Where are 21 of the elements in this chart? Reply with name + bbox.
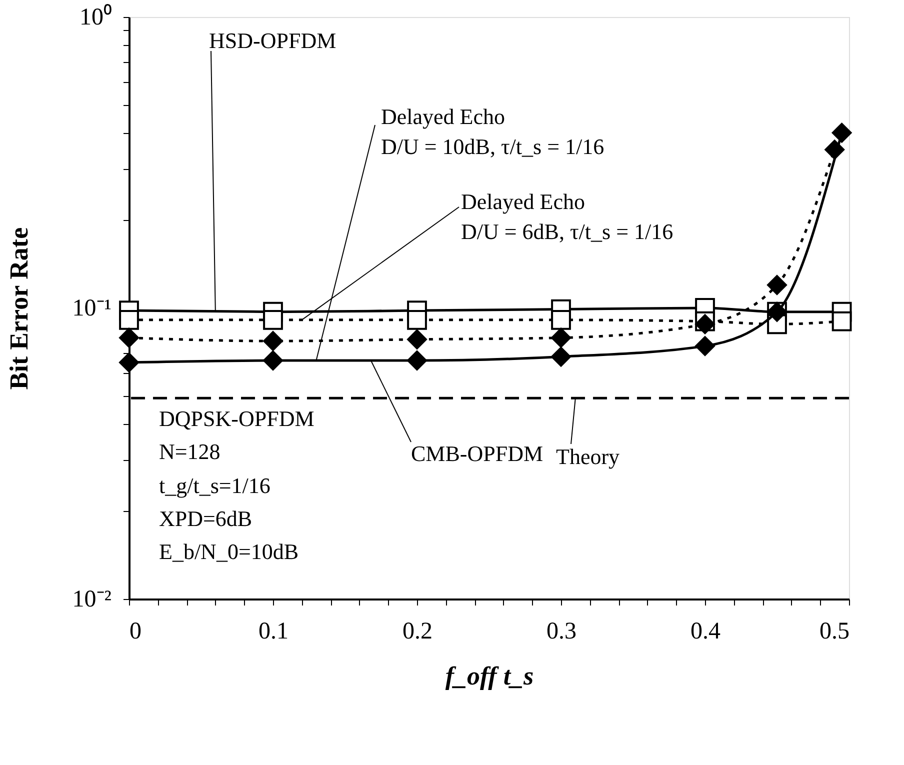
annotation: Delayed Echo D/U = 10dB, τ/t_s = 1/16 (381, 104, 604, 159)
x-tick-label: 0.4 (690, 618, 720, 644)
annotation: E_b/N_0=10dB (159, 539, 299, 564)
x-axis-title: f_off t_s (445, 662, 534, 690)
x-tick-label: 0.3 (546, 618, 576, 644)
annotation: DQPSK-OPFDM (159, 406, 314, 431)
x-tick-label: 0.2 (402, 618, 432, 644)
y-tick-label: 10⁻¹ (72, 296, 112, 322)
y-axis-title: Bit Error Rate (4, 227, 34, 390)
x-tick-label: 0.1 (258, 618, 288, 644)
annotation: Theory (556, 444, 620, 469)
annotation: XPD=6dB (159, 506, 252, 531)
y-tick-label: 10⁻² (72, 586, 112, 612)
x-tick-label: 0.5 (820, 618, 850, 644)
y-tick-label: 10⁰ (80, 4, 112, 30)
annotation: t_g/t_s=1/16 (159, 473, 270, 498)
annotation: HSD-OPFDM (209, 28, 336, 53)
x-tick-label: 0 (130, 618, 142, 644)
annotation: N=128 (159, 439, 220, 464)
annotation: CMB-OPFDM (411, 441, 544, 466)
annotation: Delayed Echo D/U = 6dB, τ/t_s = 1/16 (461, 189, 674, 244)
